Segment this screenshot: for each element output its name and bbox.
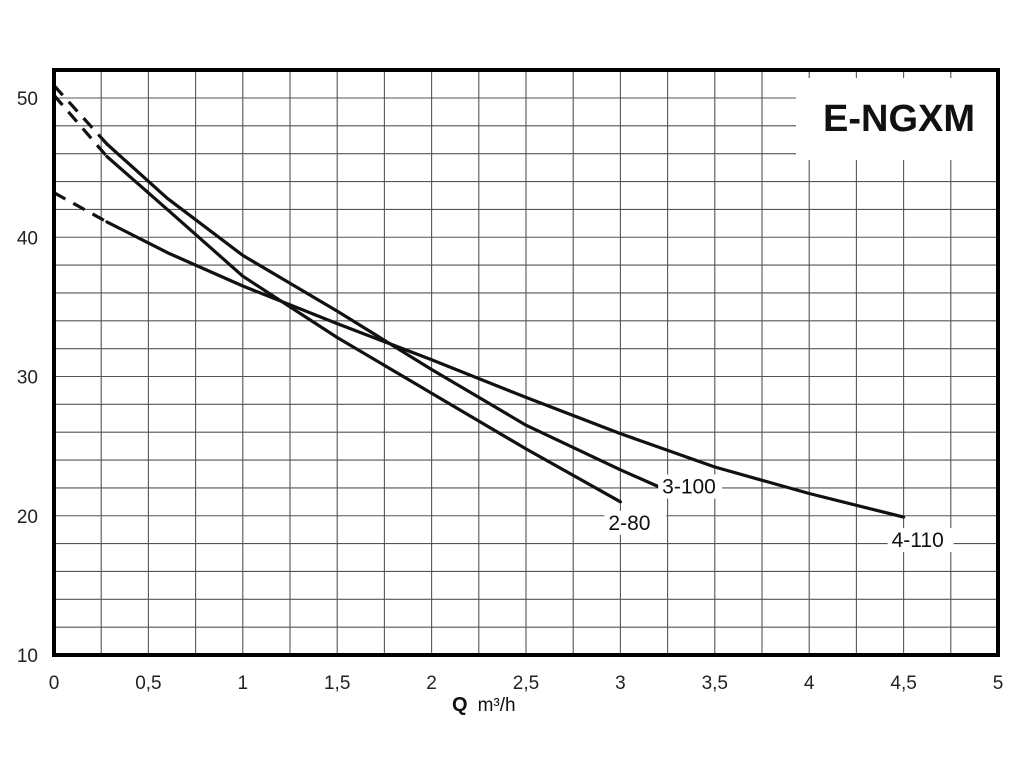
series-3-100-label-bg <box>658 474 723 499</box>
x-tick-label: 2 <box>426 673 437 694</box>
series-2-80-dashed-segment <box>52 94 109 158</box>
x-tick-label: 0 <box>49 673 60 694</box>
series-4-110-label-bg <box>887 528 954 553</box>
series-3-100-line <box>105 142 660 489</box>
plot-frame <box>52 68 1000 657</box>
x-tick-label: 1,5 <box>324 673 350 694</box>
series-3-100-dashed-segment <box>52 84 109 146</box>
x-axis-label-symbol: Q <box>452 694 468 716</box>
x-tick-label: 4 <box>804 673 815 694</box>
title-box <box>796 78 996 160</box>
series-layer <box>52 84 906 519</box>
x-axis-label: Q m³/h <box>452 694 516 716</box>
y-tick-label: 20 <box>17 507 38 528</box>
series-3-100-label: 3-100 <box>662 476 716 499</box>
series-2-80-label: 2-80 <box>608 512 650 535</box>
y-tick-label: 40 <box>17 228 38 249</box>
series-2-80-label-bg <box>604 510 667 535</box>
tick-labels: 0 0,5 1 1,5 2 2,5 3 3,5 4 4,5 5 10 20 30 40 50 <box>17 89 1003 694</box>
x-tick-label: 4,5 <box>890 673 916 694</box>
series-4-110-label: 4-110 <box>892 529 944 552</box>
y-tick-label: 10 <box>17 646 38 667</box>
x-tick-label: 2,5 <box>513 673 539 694</box>
series-labels: 2-80 3-100 4-110 <box>604 474 954 553</box>
grid <box>53 70 999 656</box>
series-4-110-dashed-segment <box>53 191 108 224</box>
x-tick-label: 1 <box>238 673 249 694</box>
y-tick-label: 50 <box>17 89 38 110</box>
x-tick-label: 5 <box>993 673 1004 694</box>
x-tick-label: 3 <box>615 673 626 694</box>
x-tick-label: 0,5 <box>135 673 161 694</box>
series-2-80-line <box>105 154 623 504</box>
x-tick-label: 3,5 <box>702 673 728 694</box>
chart-title: E-NGXM <box>823 98 975 140</box>
series-4-110-line <box>105 220 906 519</box>
x-axis-label-unit: m³/h <box>478 695 516 716</box>
y-tick-label: 30 <box>17 368 38 389</box>
